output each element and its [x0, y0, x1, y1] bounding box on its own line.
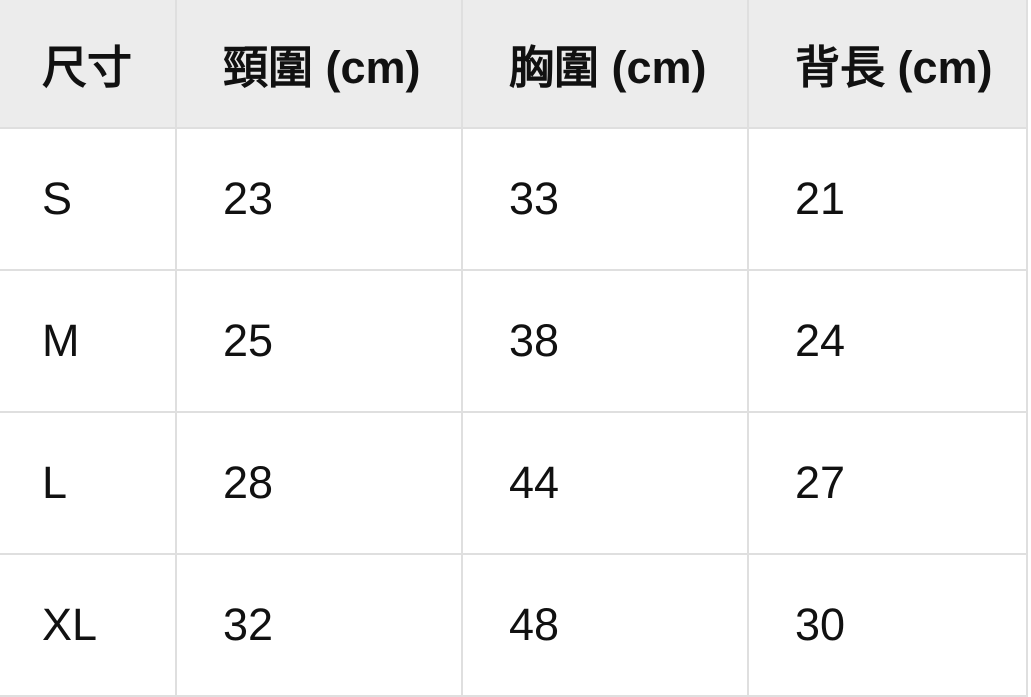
- cell-back: 27: [748, 412, 1028, 555]
- cell-chest: 38: [462, 270, 749, 413]
- size-chart-body: S 23 33 21 M 25 38 24 L 28 44 27 XL 32 4…: [0, 128, 1028, 697]
- table-row-l: L 28 44 27: [0, 412, 1028, 555]
- cell-neck: 32: [176, 554, 463, 697]
- cell-size: S: [0, 128, 177, 271]
- cell-neck: 28: [176, 412, 463, 555]
- cell-neck: 25: [176, 270, 463, 413]
- cell-size: L: [0, 412, 177, 555]
- header-row: 尺寸 頸圍 (cm) 胸圍 (cm) 背長 (cm): [0, 0, 1028, 129]
- header-cell-chest: 胸圍 (cm): [462, 0, 749, 129]
- header-cell-size: 尺寸: [0, 0, 177, 129]
- header-cell-neck: 頸圍 (cm): [176, 0, 463, 129]
- table-row-m: M 25 38 24: [0, 270, 1028, 413]
- cell-size: XL: [0, 554, 177, 697]
- cell-back: 30: [748, 554, 1028, 697]
- table-row-s: S 23 33 21: [0, 128, 1028, 271]
- cell-chest: 48: [462, 554, 749, 697]
- cell-neck: 23: [176, 128, 463, 271]
- cell-back: 24: [748, 270, 1028, 413]
- cell-chest: 44: [462, 412, 749, 555]
- header-cell-back: 背長 (cm): [748, 0, 1028, 129]
- cell-size: M: [0, 270, 177, 413]
- size-chart-header: 尺寸 頸圍 (cm) 胸圍 (cm) 背長 (cm): [0, 0, 1028, 129]
- table-row-xl: XL 32 48 30: [0, 554, 1028, 697]
- cell-chest: 33: [462, 128, 749, 271]
- cell-back: 21: [748, 128, 1028, 271]
